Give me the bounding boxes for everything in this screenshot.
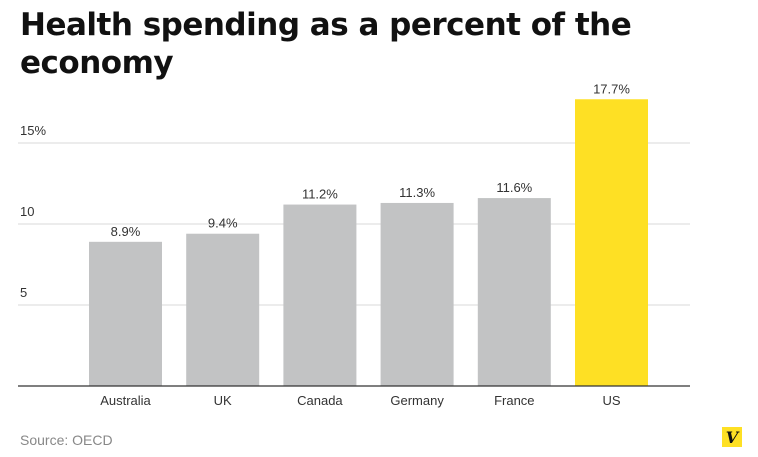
- x-tick-label: US: [602, 393, 620, 408]
- y-tick-label: 5: [20, 285, 27, 300]
- bar: [186, 233, 260, 386]
- x-tick-label: Canada: [297, 393, 343, 408]
- vox-logo-letter: V: [726, 428, 740, 447]
- data-label: 8.9%: [111, 224, 141, 239]
- data-label: 9.4%: [208, 216, 238, 231]
- bar: [477, 198, 551, 386]
- data-label: 17.7%: [593, 81, 630, 96]
- data-label: 11.3%: [399, 185, 435, 200]
- bar: [89, 241, 162, 386]
- y-tick-label: 15%: [20, 123, 46, 138]
- bar: [575, 99, 648, 386]
- bar: [283, 204, 357, 386]
- y-tick-label: 10: [20, 204, 34, 219]
- data-label: 11.2%: [302, 187, 338, 202]
- chart-title: Health spending as a percent of the econ…: [20, 7, 632, 81]
- x-tick-label: UK: [214, 393, 232, 408]
- source-note: Source: OECD: [20, 432, 113, 448]
- x-tick-label: France: [494, 393, 534, 408]
- bar: [380, 202, 454, 386]
- vox-logo-icon: V: [722, 427, 742, 447]
- x-tick-label: Germany: [390, 393, 444, 408]
- x-tick-label: Australia: [100, 393, 151, 408]
- data-label: 11.6%: [496, 180, 532, 195]
